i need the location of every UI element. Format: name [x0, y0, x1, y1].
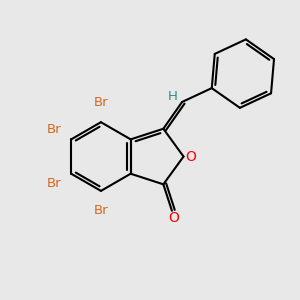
Text: O: O	[185, 149, 196, 164]
Text: Br: Br	[94, 204, 108, 217]
Text: H: H	[168, 90, 178, 103]
Text: O: O	[169, 211, 180, 225]
Text: Br: Br	[47, 177, 61, 190]
Text: Br: Br	[47, 123, 61, 136]
Text: Br: Br	[94, 96, 108, 109]
